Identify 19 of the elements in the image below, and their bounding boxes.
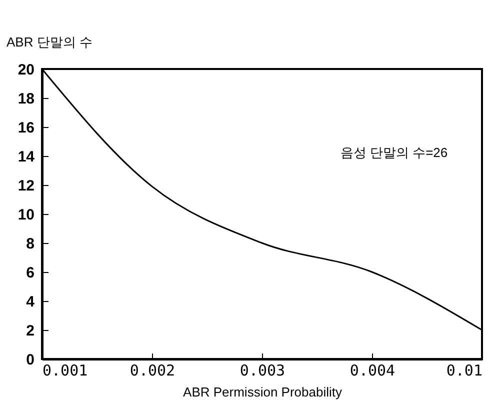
y-tick-label: 10 — [18, 206, 34, 224]
x-axis-title: ABR Permission Probability — [183, 384, 342, 400]
y-tick-label: 14 — [18, 148, 36, 166]
x-tick-label: 0.002 — [130, 362, 176, 380]
y-tick-label: 16 — [18, 120, 34, 136]
y-tick-label: 2 — [26, 322, 34, 340]
x-tick-label: 0.003 — [240, 362, 286, 380]
annotation: 음성 단말의 수=26 — [340, 145, 448, 160]
x-tick-label: 0.01 — [446, 362, 482, 380]
y-tick-label: 0 — [26, 352, 34, 368]
y-tick-label: 18 — [18, 90, 34, 108]
y-tick-label: 8 — [26, 236, 34, 252]
x-tick-label: 0.004 — [350, 362, 396, 380]
y-tick-label: 12 — [18, 178, 34, 194]
y-tick-label: 4 — [26, 294, 36, 310]
y-tick-label: 20 — [18, 62, 34, 78]
y-axis-title: ABR 단말의 수 — [6, 34, 92, 50]
y-tick-label: 6 — [26, 264, 34, 282]
x-tick-label: 0.001 — [42, 362, 88, 380]
